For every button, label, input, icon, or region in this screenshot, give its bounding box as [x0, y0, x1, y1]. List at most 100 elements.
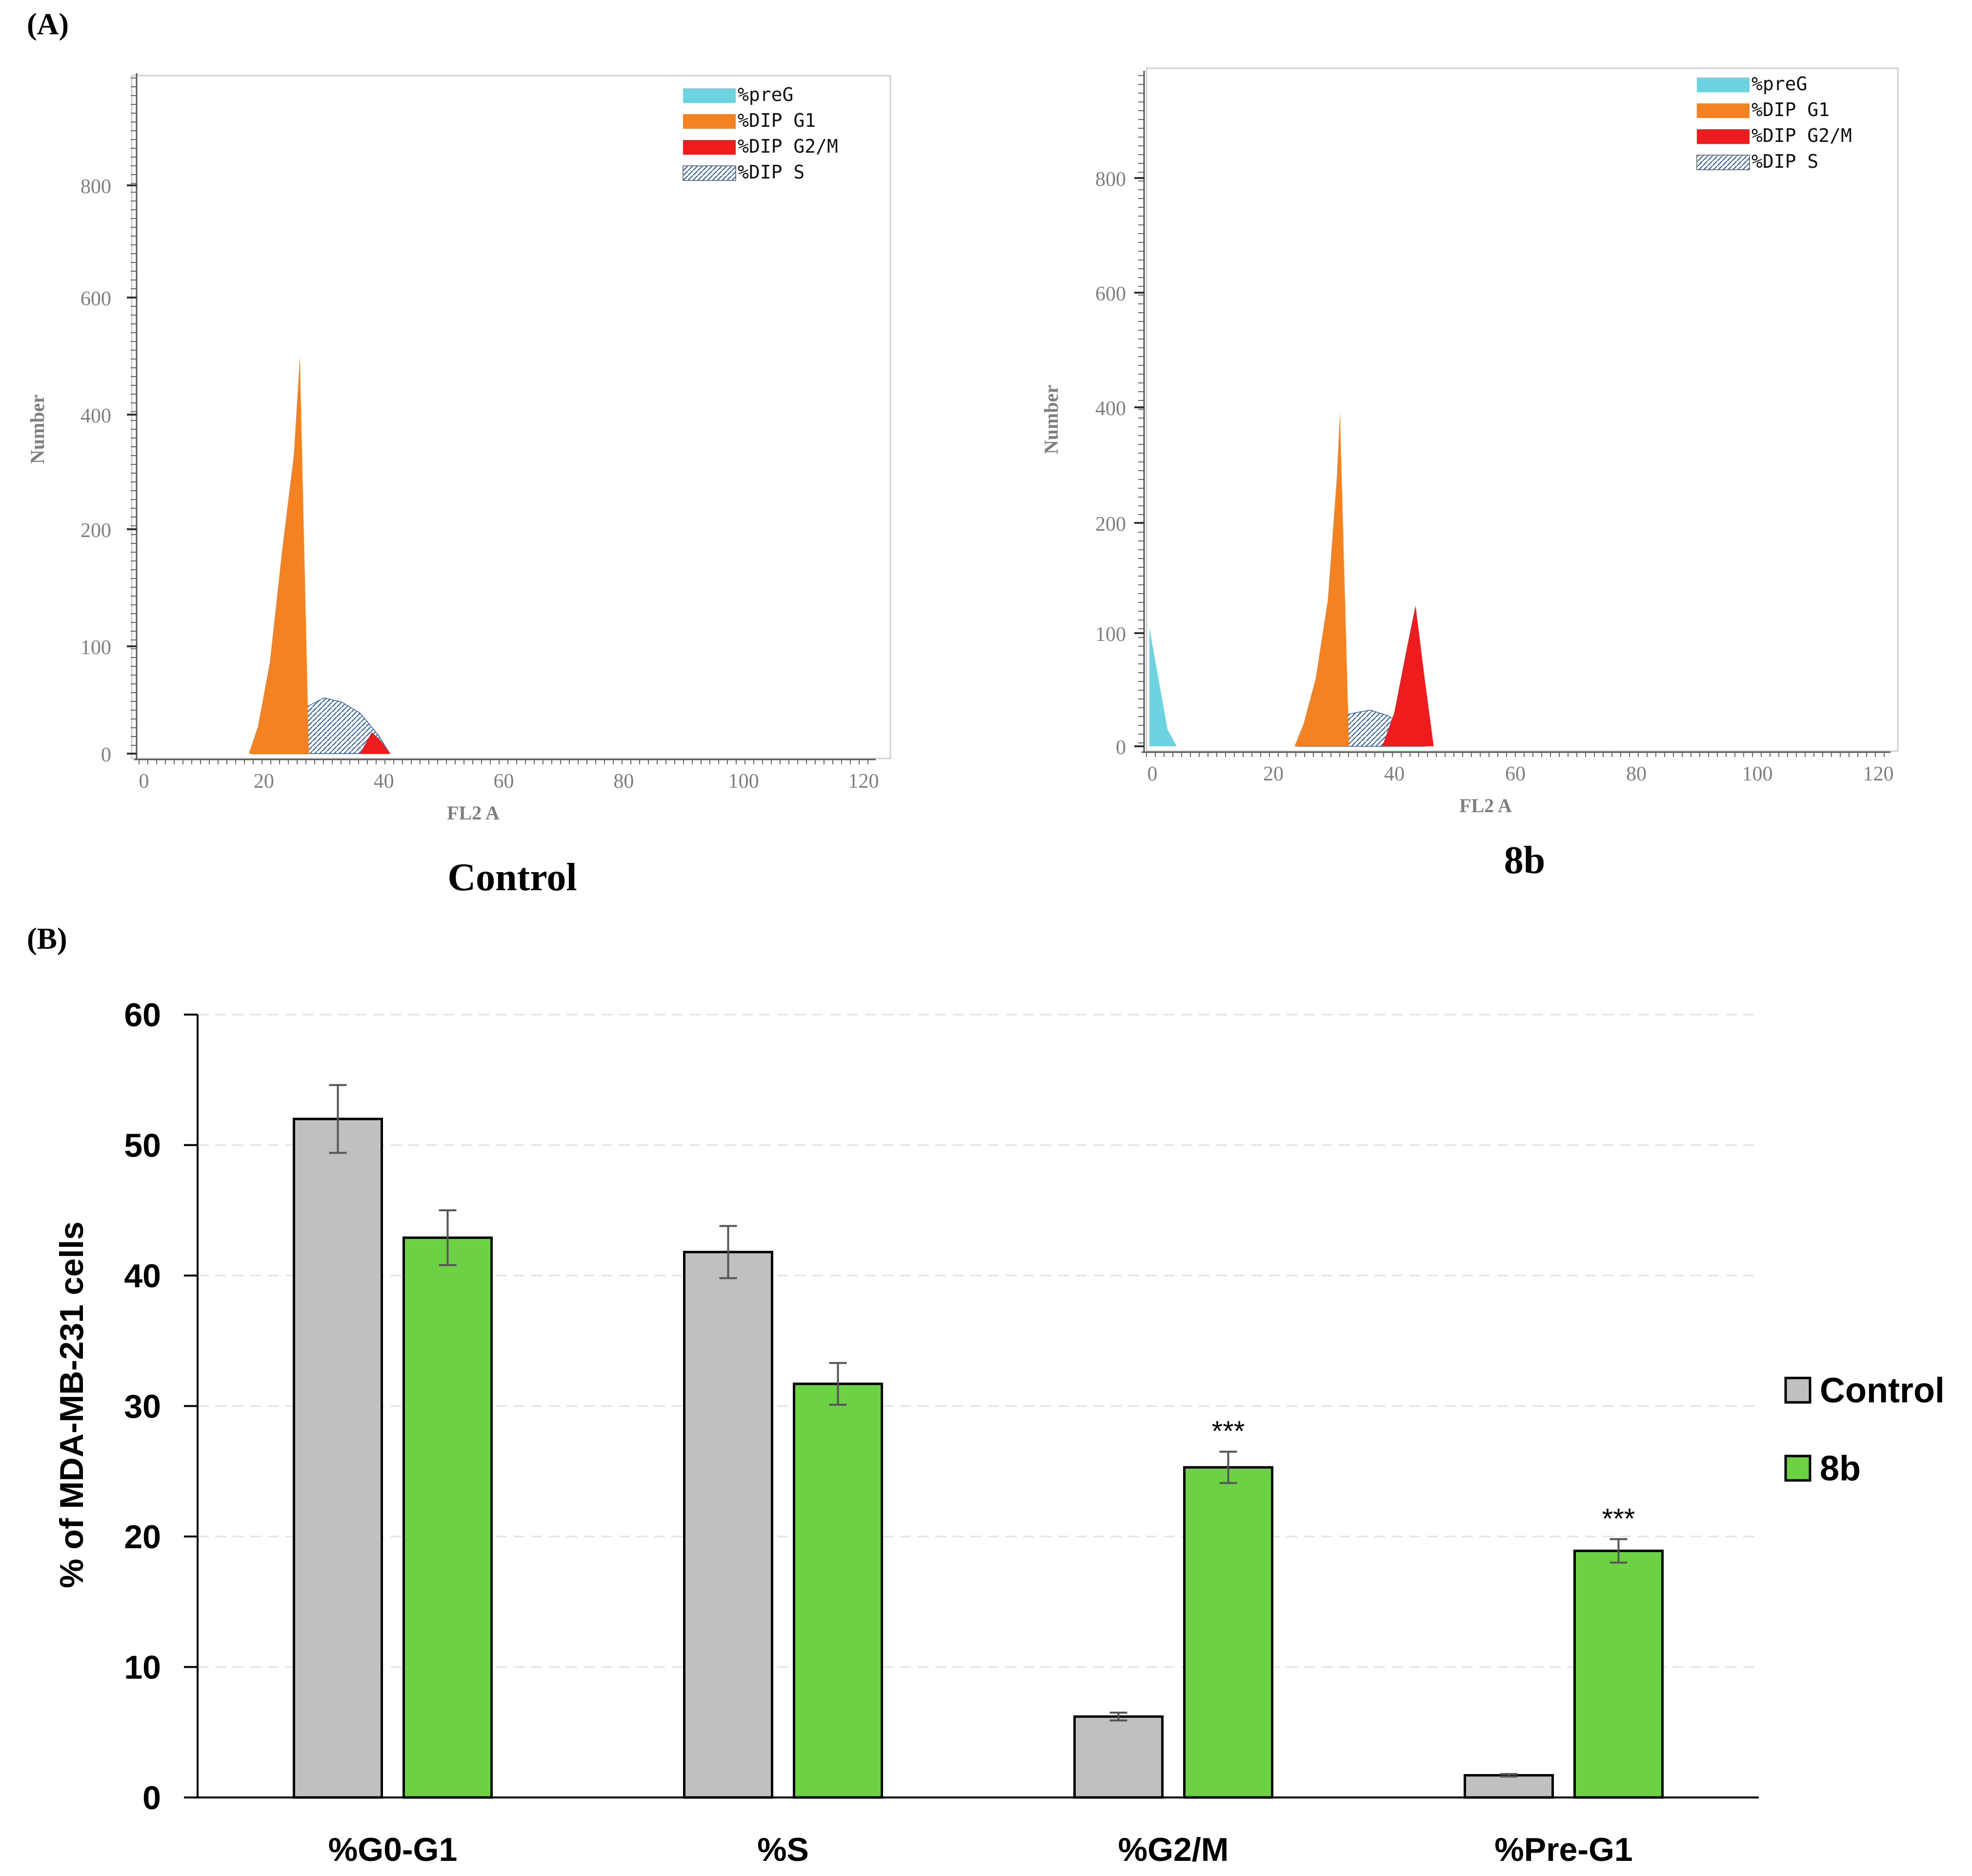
- histogram-legend: %preG %DIP G1 %DIP G2/M %DIP S: [1696, 73, 1852, 172]
- peak-preg: [1149, 627, 1177, 746]
- histogram-peaks: [249, 357, 391, 754]
- bar-chart-axes: [184, 1014, 1759, 1798]
- bar-chart-bars: [293, 1084, 1664, 1799]
- x-tick-label: 60: [1505, 763, 1526, 785]
- histogram-caption: 8b: [1504, 839, 1546, 882]
- bar-chart-labels: 0 10 20 30 40 50 60 % of MDA-MB-231 cells %G0-G1…: [53, 997, 1635, 1868]
- bar-chart-gridlines: [198, 1014, 1759, 1668]
- significance-mark: ***: [1212, 1416, 1245, 1447]
- legend-label: %preG: [1751, 73, 1807, 95]
- bar-control-s: [683, 1251, 773, 1799]
- x-tick-label: 120: [1863, 763, 1894, 785]
- bar-chart: 0 10 20 30 40 50 60 % of MDA-MB-231 cells %G0-G1…: [53, 997, 1945, 1868]
- legend-label: %DIP G2/M: [738, 136, 838, 157]
- histogram-ticks: [1134, 71, 1891, 757]
- legend-swatch-dip-g2-m: [683, 140, 736, 155]
- y-tick-label: 400: [80, 405, 111, 427]
- legend-label: %DIP G1: [738, 110, 816, 131]
- category-label: %G0-G1: [328, 1831, 458, 1868]
- peak-dip-g2-m: [360, 732, 390, 754]
- histogram-ticks: [127, 73, 876, 764]
- x-tick-label: 80: [1626, 763, 1647, 785]
- legend-swatch-dip-g1: [683, 114, 736, 129]
- legend-swatch-dip-s: [683, 165, 736, 181]
- histogram-8b: 0 100 200 400 600 800 0 20 40 60 80 100 120 FL2 A Numb…: [1040, 67, 1899, 882]
- x-tick-label: 120: [848, 770, 879, 793]
- y-tick-label: 30: [124, 1388, 161, 1425]
- x-tick-label: 20: [1263, 763, 1284, 785]
- bar-8b-g2-m: [1183, 1466, 1273, 1799]
- histogram-caption: Control: [447, 856, 577, 899]
- x-axis-title: FL2 A: [447, 802, 500, 824]
- panel-a-label: (A): [27, 8, 69, 41]
- histogram-legend: %preG %DIP G1 %DIP G2/M %DIP S: [683, 84, 838, 183]
- bar-control-pre-g1: [1464, 1774, 1554, 1799]
- peak-dip-g1: [249, 357, 309, 754]
- bar-8b-g0-g1: [402, 1236, 493, 1799]
- x-tick-label: 40: [374, 770, 394, 793]
- bar-control-g0-g1: [293, 1118, 383, 1799]
- legend-label: %DIP S: [738, 161, 805, 183]
- histogram-labels: 0 100 200 400 600 800 0 20 40 60 80 100 120 FL2 A Numb…: [1040, 168, 1894, 817]
- category-label: %G2/M: [1118, 1831, 1229, 1868]
- y-tick-label: 800: [80, 176, 111, 198]
- x-tick-label: 100: [728, 770, 759, 793]
- y-tick-label: 100: [1095, 623, 1126, 646]
- y-tick-label: 40: [124, 1257, 161, 1295]
- legend-label: %DIP G1: [1751, 99, 1830, 120]
- histogram-control: 0 100 200 400 600 800 0 20 40 60 80 100 120 FL2 A Numb…: [26, 73, 891, 899]
- legend-label: %DIP G2/M: [1751, 125, 1852, 146]
- y-tick-label: 200: [1095, 513, 1126, 536]
- legend-swatch-8b: [1784, 1455, 1811, 1482]
- legend-swatch-control: [1784, 1377, 1811, 1404]
- y-axis-title: Number: [1040, 385, 1062, 454]
- peak-dip-g2-m: [1382, 605, 1434, 746]
- x-tick-label: 60: [494, 770, 514, 793]
- legend-swatch-preg: [1697, 78, 1750, 92]
- panel-b-label: (B): [27, 922, 67, 956]
- y-tick-label: 10: [124, 1649, 161, 1686]
- category-label: %Pre-G1: [1494, 1831, 1632, 1868]
- y-tick-label: 50: [124, 1127, 161, 1164]
- category-label: %S: [757, 1831, 809, 1868]
- bar-8b-s: [793, 1382, 883, 1799]
- x-axis-title: FL2 A: [1459, 795, 1512, 817]
- y-tick-label: 800: [1095, 168, 1126, 191]
- legend-label: Control: [1820, 1371, 1945, 1410]
- y-tick-label: 20: [124, 1518, 161, 1556]
- x-tick-label: 0: [1147, 763, 1158, 785]
- legend-swatch-dip-s: [1696, 155, 1750, 170]
- x-tick-label: 0: [139, 770, 149, 793]
- histogram-frame: [1146, 67, 1899, 752]
- bar-chart-legend: Control 8b: [1784, 1371, 1945, 1488]
- legend-label: 8b: [1820, 1449, 1861, 1488]
- y-tick-label: 600: [80, 288, 111, 310]
- y-tick-label: 600: [1095, 283, 1126, 305]
- bar-8b-pre-g1: [1573, 1549, 1664, 1799]
- legend-label: %preG: [738, 84, 793, 105]
- x-tick-label: 20: [254, 770, 274, 793]
- legend-swatch-dip-g2-m: [1697, 129, 1750, 144]
- y-tick-label: 0: [101, 744, 111, 766]
- y-tick-label: 100: [80, 637, 111, 659]
- histogram-labels: 0 100 200 400 600 800 0 20 40 60 80 100 120 FL2 A Numb…: [26, 176, 879, 824]
- x-tick-label: 80: [613, 770, 634, 793]
- histogram-peaks: [1149, 413, 1434, 747]
- y-tick-label: 200: [80, 519, 111, 542]
- y-tick-label: 60: [124, 997, 161, 1034]
- y-tick-label: 0: [142, 1779, 161, 1816]
- legend-swatch-preg: [683, 88, 736, 103]
- y-axis-title: % of MDA-MB-231 cells: [53, 1221, 90, 1588]
- y-axis-title: Number: [26, 395, 48, 464]
- y-tick-label: 0: [1116, 737, 1126, 759]
- bar-control-g2-m: [1073, 1715, 1164, 1799]
- histogram-frame: [131, 75, 891, 759]
- y-tick-label: 400: [1095, 398, 1126, 420]
- legend-label: %DIP S: [1751, 151, 1818, 172]
- significance-mark: ***: [1602, 1503, 1635, 1535]
- legend-swatch-dip-g1: [1697, 103, 1750, 118]
- x-tick-label: 100: [1742, 763, 1773, 785]
- x-tick-label: 40: [1384, 763, 1405, 785]
- peak-dip-g1: [1294, 413, 1349, 746]
